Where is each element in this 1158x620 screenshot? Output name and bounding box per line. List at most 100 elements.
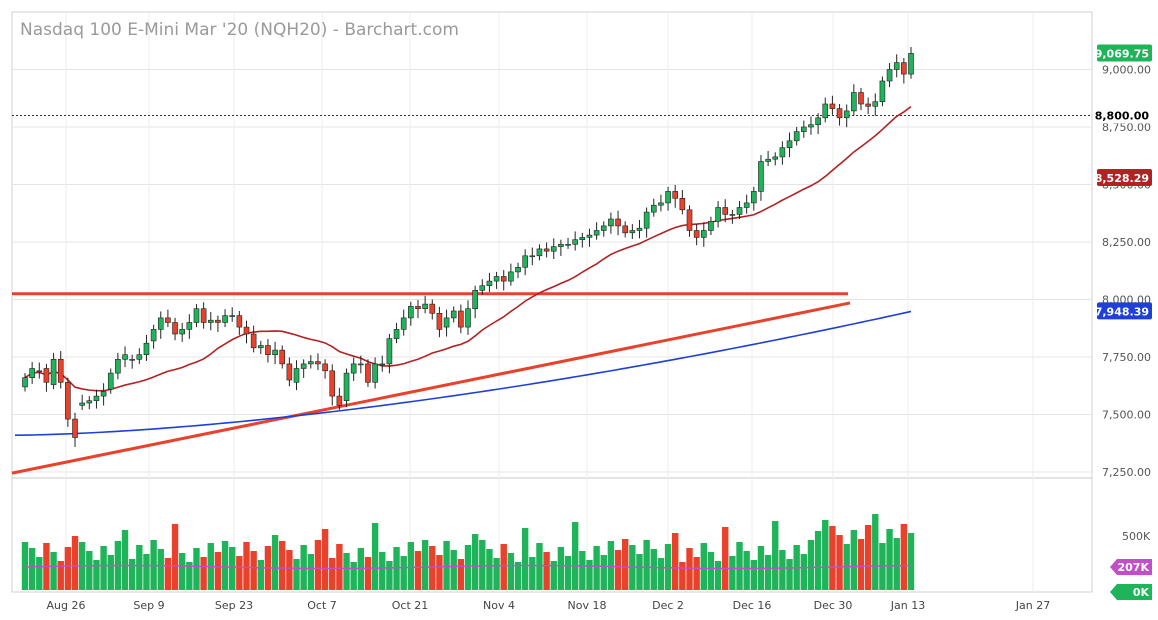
candle-body	[379, 363, 386, 366]
candle-body	[400, 317, 407, 330]
candle-body	[865, 103, 871, 107]
candle-body	[386, 338, 393, 365]
candle-body	[236, 315, 243, 328]
volume-bar	[507, 553, 515, 590]
moving-average-lines	[14, 106, 912, 436]
candle-body	[700, 230, 707, 238]
price-badges: 9,069.75 8,800.00 8,528.29 7,948.39 207K 0K	[1095, 44, 1152, 600]
candle-body	[93, 395, 100, 402]
volume-bar	[543, 552, 550, 590]
candle-body	[129, 358, 135, 361]
y-tick-label: 7,500.00	[1102, 409, 1151, 422]
candle-body	[279, 349, 286, 365]
y-tick-label: 7,750.00	[1102, 351, 1151, 364]
volume-bar	[186, 562, 193, 590]
volume-bar	[664, 544, 672, 590]
volume-bar	[864, 525, 872, 590]
candle-body	[157, 317, 164, 330]
volume-average-badge-text: 207K	[1118, 561, 1150, 574]
ma-long-badge: 7,948.39	[1095, 302, 1152, 320]
volume-bar	[343, 553, 350, 590]
volume-bar	[850, 530, 858, 590]
candle-body	[229, 315, 236, 317]
candle-body	[465, 308, 471, 328]
volume-bar	[900, 524, 908, 590]
y-tick-label: 9,000.00	[1102, 64, 1151, 77]
volume-bar	[529, 557, 536, 590]
volume-bar	[700, 543, 707, 590]
volume-bar	[236, 556, 243, 590]
candle-body	[708, 221, 714, 231]
volume-bar	[336, 544, 343, 590]
volume-bar	[536, 543, 543, 590]
volume-bar	[686, 548, 693, 590]
candle-body	[636, 227, 643, 231]
volume-average-badge-bg	[1110, 559, 1152, 575]
volume-bar	[250, 551, 257, 590]
candle-body	[886, 69, 893, 82]
candle-body	[693, 230, 700, 238]
volume-bar	[557, 547, 565, 590]
volume-bar	[100, 546, 107, 590]
volume-bar	[171, 524, 179, 590]
volume-bar	[414, 551, 422, 590]
level-badge-text: 8,800.00	[1095, 110, 1150, 123]
candle-body	[207, 319, 214, 323]
volume-bar	[857, 539, 865, 590]
volume-bar	[350, 562, 357, 590]
trendlines	[11, 292, 851, 475]
volume-bar	[379, 552, 386, 590]
candle-body	[300, 363, 307, 369]
candle-body	[729, 214, 736, 216]
candle-body	[558, 244, 564, 247]
x-tick-label: Oct 7	[307, 599, 337, 612]
candle-body	[107, 372, 114, 390]
candle-body	[658, 202, 664, 206]
last-price-badge-bg	[1097, 44, 1152, 62]
volume-bar	[621, 539, 629, 590]
ma-short-badge-bg	[1097, 168, 1152, 186]
candle-body	[443, 317, 450, 328]
volume-bar	[600, 555, 607, 590]
volume-bar	[28, 548, 36, 590]
moving-average-short	[24, 106, 912, 392]
candle-body	[43, 368, 50, 383]
candle-body	[336, 395, 343, 406]
volume-bar	[500, 544, 507, 590]
volume-bar	[886, 529, 893, 590]
candle-body	[715, 207, 721, 222]
candle-body	[679, 198, 686, 211]
volume-bar	[650, 549, 657, 590]
volume-bar	[693, 557, 700, 590]
candle-body	[793, 131, 800, 142]
candle-body	[751, 191, 757, 204]
candle-body	[57, 358, 64, 383]
candle-body	[486, 280, 493, 287]
candle-body	[29, 368, 35, 378]
volume-bar	[822, 520, 829, 590]
candle-body	[665, 191, 671, 204]
volume-bar	[872, 514, 879, 590]
candle-body	[257, 345, 264, 349]
candle-body	[543, 248, 550, 252]
volume-bar	[707, 552, 715, 590]
candle-body	[265, 345, 271, 355]
candle-body	[186, 322, 193, 330]
candle-body	[222, 315, 228, 323]
volume-bar	[593, 546, 600, 590]
y-tick-label: 8,250.00	[1102, 236, 1151, 249]
volume-bar	[321, 529, 329, 590]
candle-body	[643, 211, 650, 229]
volume-average-line	[24, 564, 912, 570]
x-tick-label: Sep 23	[215, 599, 253, 612]
candle-body	[143, 342, 150, 356]
candle-body	[572, 239, 578, 245]
volume-bar	[457, 559, 465, 590]
candle-body	[472, 289, 478, 309]
candle-body	[622, 225, 628, 234]
x-tick-label: Oct 21	[392, 599, 429, 612]
candle-body	[515, 266, 521, 273]
candle-body	[815, 117, 821, 126]
candle-body	[372, 363, 378, 383]
